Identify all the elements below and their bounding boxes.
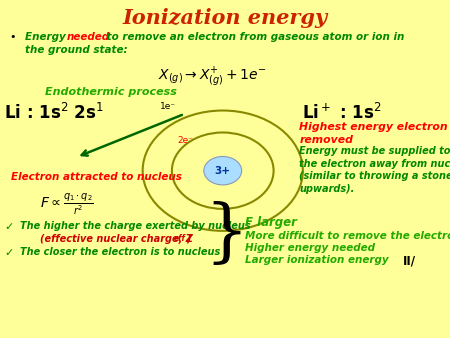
Text: Energy must be supplied to move
the electron away from nucleus
(similar to throw: Energy must be supplied to move the elec…: [299, 146, 450, 194]
Circle shape: [204, 156, 242, 185]
Text: •: •: [9, 32, 15, 42]
Text: F larger: F larger: [245, 216, 297, 229]
Text: (effective nuclear charge, Z: (effective nuclear charge, Z: [40, 234, 194, 244]
Text: Larger ionization energy: Larger ionization energy: [245, 255, 389, 265]
Text: to remove an electron from gaseous atom or ion in: to remove an electron from gaseous atom …: [103, 32, 404, 42]
Text: Endothermic process: Endothermic process: [45, 87, 177, 97]
Text: More difficult to remove the electron: More difficult to remove the electron: [245, 231, 450, 241]
Text: The closer the electron is to nucleus: The closer the electron is to nucleus: [20, 247, 220, 258]
Text: II/: II/: [403, 255, 416, 268]
Text: Higher energy needed: Higher energy needed: [245, 243, 375, 253]
Text: $\checkmark$: $\checkmark$: [4, 247, 14, 258]
Text: $\checkmark$: $\checkmark$: [4, 221, 14, 232]
Text: Energy: Energy: [25, 32, 69, 42]
Text: Ionization energy: Ionization energy: [122, 8, 328, 28]
Text: Highest energy electron
removed: Highest energy electron removed: [299, 122, 448, 145]
Text: needed: needed: [67, 32, 110, 42]
Text: the ground state:: the ground state:: [25, 45, 127, 55]
Text: The higher the charge exerted by nucleus: The higher the charge exerted by nucleus: [20, 221, 251, 232]
Text: Li$^+$ : 1s$^2$: Li$^+$ : 1s$^2$: [302, 103, 381, 123]
Text: }: }: [205, 202, 249, 268]
Text: Li : 1s$^2$ 2s$^1$: Li : 1s$^2$ 2s$^1$: [4, 103, 104, 123]
Text: Electron attracted to nucleus: Electron attracted to nucleus: [11, 172, 182, 183]
Text: 2e⁻: 2e⁻: [178, 136, 194, 145]
Text: ): ): [187, 234, 191, 244]
Text: $F \propto \frac{q_1 \cdot q_2}{r^2}$: $F \propto \frac{q_1 \cdot q_2}{r^2}$: [40, 191, 94, 217]
Text: $\mathit{X}_{(g)} \rightarrow \mathit{X}^{+}_{(g)} + 1e^{-}$: $\mathit{X}_{(g)} \rightarrow \mathit{X}…: [158, 66, 266, 89]
Text: eff: eff: [173, 234, 185, 243]
Text: 3+: 3+: [215, 166, 231, 176]
Text: 1e⁻: 1e⁻: [160, 101, 176, 111]
